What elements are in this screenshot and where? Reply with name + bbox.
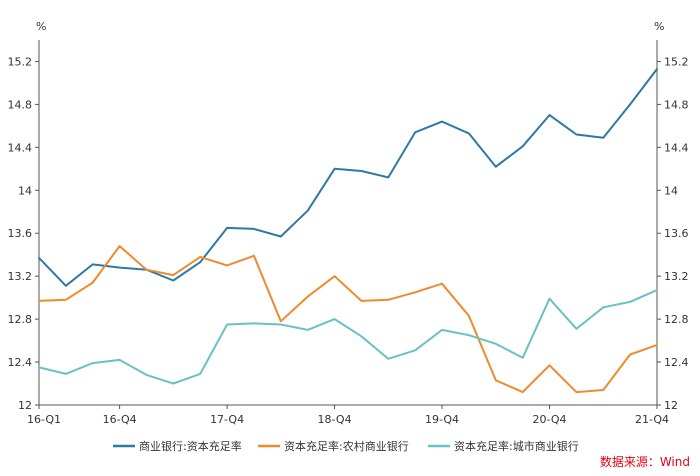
x-tick-label: 16-Q1	[27, 413, 61, 426]
y-ticks-right: 12 12.4 12.8 13.2 13.6 14 14.4 14.8 15.2	[657, 55, 689, 412]
y-tick-label-right: 12.8	[664, 313, 689, 326]
legend: 商业银行:资本充足率 资本充足率:农村商业银行 资本充足率:城市商业银行	[113, 439, 579, 453]
series-layer	[38, 68, 658, 394]
series-line-2	[38, 245, 658, 394]
y-tick-label-left: 14	[18, 184, 32, 197]
y-ticks-left: 12 12.4 12.8 13.2 13.6 14 14.4 14.8 15.2	[8, 55, 39, 412]
x-tick-label: 21-Q4	[635, 413, 669, 426]
y-axis-unit-right: %	[654, 20, 664, 33]
y-tick-label-right: 13.2	[664, 270, 689, 283]
series-line-3	[38, 289, 658, 385]
y-tick-label-left: 13.2	[8, 270, 33, 283]
y-tick-label-left: 12.4	[8, 356, 33, 369]
y-tick-label-right: 14	[664, 184, 678, 197]
y-tick-label-right: 13.6	[664, 227, 689, 240]
source-note: 数据来源：Wind	[600, 454, 690, 469]
legend-label-3: 资本充足率:城市商业银行	[454, 439, 579, 453]
x-tick-label: 16-Q4	[103, 413, 137, 426]
series-line-1	[38, 68, 658, 287]
y-tick-label-right: 14.8	[664, 98, 689, 111]
y-axis-unit-left: %	[36, 20, 46, 33]
y-tick-label-left: 14.8	[8, 98, 33, 111]
y-tick-label-left: 13.6	[8, 227, 33, 240]
y-tick-label-left: 15.2	[8, 55, 33, 68]
y-tick-label-right: 14.4	[664, 141, 689, 154]
y-tick-label-left: 14.4	[8, 141, 33, 154]
legend-label-2: 资本充足率:农村商业银行	[284, 439, 409, 453]
legend-label-1: 商业银行:资本充足率	[139, 439, 242, 453]
x-tick-label: 19-Q4	[425, 413, 459, 426]
x-ticks: 16-Q1 16-Q4 17-Q4 18-Q4 19-Q4 20-Q4 21-Q4	[27, 405, 669, 426]
x-tick-label: 17-Q4	[210, 413, 244, 426]
y-tick-label-right: 12	[664, 399, 678, 412]
y-tick-label-left: 12	[18, 399, 32, 412]
y-tick-label-right: 15.2	[664, 55, 689, 68]
y-tick-label-right: 12.4	[664, 356, 689, 369]
x-tick-label: 20-Q4	[533, 413, 567, 426]
x-tick-label: 18-Q4	[318, 413, 352, 426]
y-tick-label-left: 12.8	[8, 313, 33, 326]
